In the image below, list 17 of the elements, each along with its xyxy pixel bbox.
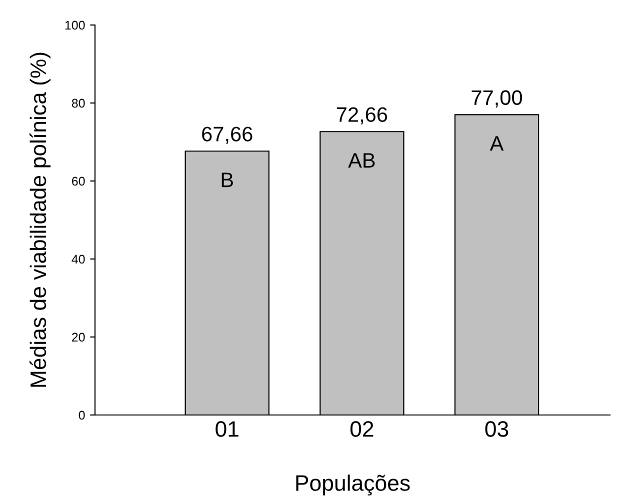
x-tick-label: 02 <box>350 421 374 437</box>
y-tick-label: 40 <box>72 254 85 264</box>
x-tick-label: 01 <box>216 421 238 437</box>
data-label: 77,00 <box>472 90 522 108</box>
x-axis-title: Populações <box>296 474 410 496</box>
data-label: 72,66 <box>336 107 388 124</box>
y-tick-label: 0 <box>78 410 85 420</box>
y-axis-title: Médias de viabilidade polínica (%) <box>30 52 51 387</box>
y-tick-label: 80 <box>72 98 85 108</box>
x-tick-label: 03 <box>485 421 508 437</box>
annotation: B <box>222 172 233 188</box>
annotation: A <box>490 136 504 151</box>
y-tick-label: 20 <box>72 332 85 342</box>
annotation: AB <box>348 153 375 168</box>
data-label: 67,66 <box>202 126 252 144</box>
y-tick-label: 100 <box>65 20 85 30</box>
y-tick-label: 60 <box>72 176 85 186</box>
